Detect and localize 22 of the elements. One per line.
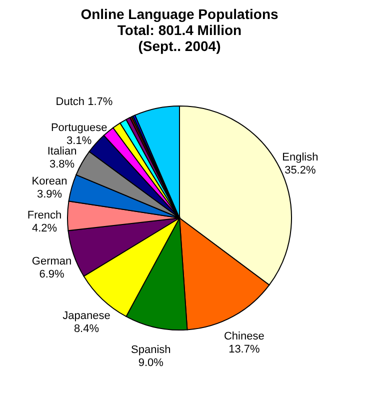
text: Online Language Populations (80, 6, 278, 22)
slice-label: English (282, 151, 318, 164)
slice-label: French (27, 209, 62, 222)
data-label: 13.7% (228, 344, 260, 356)
slice-label: Japanese (62, 310, 110, 322)
data-label: 9.0% (138, 356, 164, 369)
data-label: 8.4% (74, 322, 100, 335)
data-label: 35.2% (284, 164, 316, 176)
data-label: 4.2% (32, 222, 58, 234)
data-label: 6.9% (39, 268, 65, 281)
text: (Sept.. 2004) (138, 38, 221, 54)
data-label: 3.9% (36, 188, 62, 201)
data-label: 3.8% (49, 158, 75, 170)
slice-label: Chinese (224, 330, 264, 343)
slice-label: Spanish (130, 344, 171, 356)
text: Total: 801.4 Million (117, 22, 242, 38)
slice-label: German (32, 256, 72, 268)
slice-label: Korean (32, 176, 68, 188)
slice-label: Dutch 1.7% (56, 96, 113, 108)
data-label: 3.1% (66, 134, 92, 147)
slice-label: Italian (47, 145, 77, 158)
slice-label: Portuguese (50, 122, 108, 134)
